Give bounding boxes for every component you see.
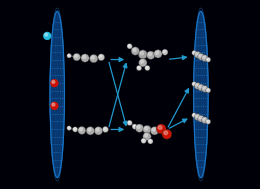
Circle shape <box>140 60 144 63</box>
Circle shape <box>128 45 130 46</box>
Circle shape <box>139 59 147 67</box>
Circle shape <box>142 139 144 141</box>
Circle shape <box>138 66 140 68</box>
Circle shape <box>131 47 139 55</box>
Circle shape <box>50 102 58 110</box>
Circle shape <box>202 55 208 62</box>
Circle shape <box>143 132 151 141</box>
Circle shape <box>202 85 208 92</box>
Circle shape <box>45 33 48 36</box>
Circle shape <box>141 138 146 143</box>
Circle shape <box>43 32 51 40</box>
Circle shape <box>207 120 209 122</box>
Circle shape <box>192 50 197 55</box>
Circle shape <box>203 87 205 89</box>
Circle shape <box>86 127 94 135</box>
Circle shape <box>199 54 202 57</box>
Circle shape <box>203 118 205 121</box>
Circle shape <box>127 44 132 49</box>
Circle shape <box>146 66 148 68</box>
Circle shape <box>145 127 148 130</box>
Circle shape <box>128 121 130 123</box>
Circle shape <box>203 56 205 59</box>
Circle shape <box>96 128 99 131</box>
Circle shape <box>145 65 150 71</box>
Circle shape <box>152 128 155 131</box>
Circle shape <box>138 50 147 59</box>
Circle shape <box>199 85 202 88</box>
Circle shape <box>199 116 202 119</box>
Circle shape <box>74 128 76 130</box>
Circle shape <box>154 50 162 58</box>
Circle shape <box>155 51 159 54</box>
Circle shape <box>78 126 86 134</box>
Circle shape <box>145 134 148 137</box>
Circle shape <box>73 127 78 132</box>
Ellipse shape <box>194 11 208 178</box>
Circle shape <box>68 54 69 56</box>
Circle shape <box>133 48 136 51</box>
Circle shape <box>91 56 94 59</box>
Circle shape <box>67 126 72 130</box>
Circle shape <box>193 51 195 53</box>
Circle shape <box>68 127 69 128</box>
Circle shape <box>206 88 211 93</box>
Circle shape <box>198 53 204 60</box>
Circle shape <box>102 126 108 132</box>
Circle shape <box>206 119 211 124</box>
Circle shape <box>162 49 168 55</box>
Circle shape <box>193 82 195 84</box>
Circle shape <box>194 51 201 58</box>
Circle shape <box>104 127 106 130</box>
Circle shape <box>206 57 211 62</box>
Circle shape <box>140 51 144 55</box>
Circle shape <box>133 125 135 127</box>
Circle shape <box>194 114 201 121</box>
Circle shape <box>156 124 166 134</box>
Circle shape <box>193 114 195 115</box>
Circle shape <box>192 82 197 87</box>
Circle shape <box>132 124 137 129</box>
Circle shape <box>136 65 142 71</box>
Circle shape <box>89 54 98 63</box>
Circle shape <box>158 126 162 129</box>
Circle shape <box>207 89 209 91</box>
Circle shape <box>99 55 102 58</box>
Circle shape <box>135 124 144 132</box>
Circle shape <box>194 83 201 89</box>
Circle shape <box>164 131 168 135</box>
Circle shape <box>143 125 151 134</box>
Circle shape <box>148 52 152 56</box>
Circle shape <box>52 103 55 106</box>
Ellipse shape <box>50 11 64 178</box>
Circle shape <box>148 139 153 144</box>
Circle shape <box>137 125 140 129</box>
Circle shape <box>162 129 172 139</box>
Circle shape <box>151 127 159 135</box>
Circle shape <box>73 53 81 61</box>
Circle shape <box>202 117 208 124</box>
Circle shape <box>196 115 198 118</box>
Circle shape <box>88 128 91 131</box>
Circle shape <box>196 53 198 55</box>
Circle shape <box>50 79 58 87</box>
Circle shape <box>163 50 165 53</box>
Circle shape <box>79 128 82 131</box>
Circle shape <box>198 115 204 122</box>
Circle shape <box>98 54 105 61</box>
Circle shape <box>196 84 198 86</box>
Circle shape <box>127 120 132 125</box>
Circle shape <box>74 55 77 57</box>
Circle shape <box>81 54 89 62</box>
Circle shape <box>198 84 204 91</box>
Circle shape <box>52 81 55 83</box>
Circle shape <box>207 58 209 60</box>
Circle shape <box>67 53 72 58</box>
Circle shape <box>94 127 103 135</box>
Circle shape <box>82 55 86 58</box>
Circle shape <box>147 51 155 59</box>
Circle shape <box>149 140 151 142</box>
Circle shape <box>192 113 197 118</box>
